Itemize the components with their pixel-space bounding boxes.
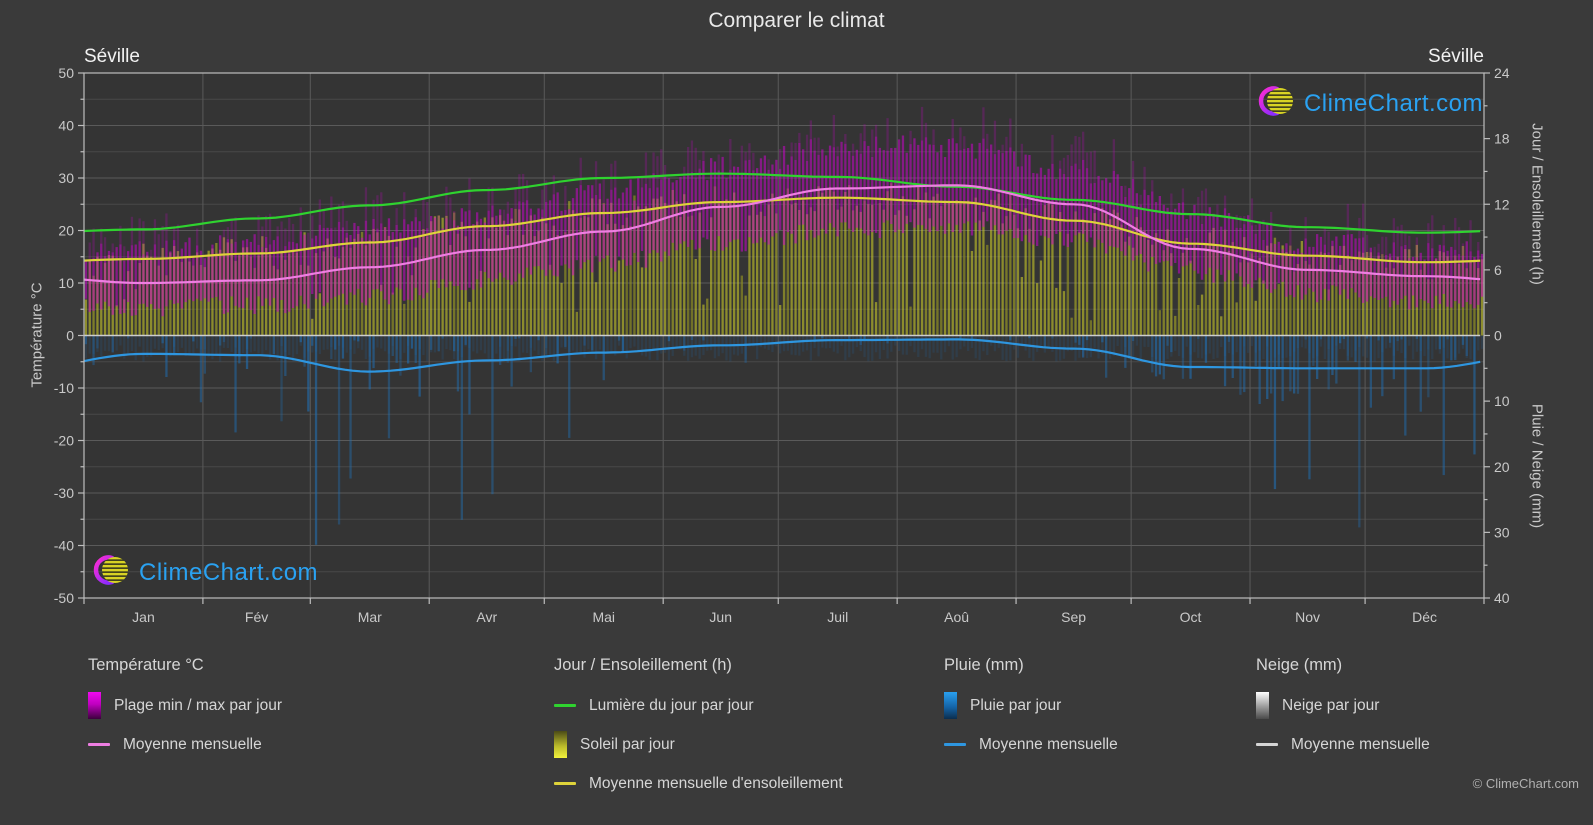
svg-text:Fév: Fév — [245, 609, 268, 625]
temperature-axis-title: Température °C — [28, 282, 46, 388]
legend-item-label: Neige par jour — [1282, 696, 1380, 714]
legend-group-title: Neige (mm) — [1256, 656, 1343, 674]
sunshine-mean-line-icon — [554, 782, 576, 785]
svg-text:Aoû: Aoû — [944, 609, 969, 625]
legend-group-rain: Pluie (mm) Pluie par jour Moyenne mensue… — [944, 650, 1118, 764]
legend-item: Soleil par jour — [554, 725, 843, 764]
legend-item-label: Moyenne mensuelle — [1291, 735, 1430, 753]
climechart-watermark-bottom: ClimeChart.com — [88, 549, 318, 596]
legend-group-snow: Neige (mm) Neige par jour Moyenne mensue… — [1256, 650, 1430, 764]
sunshine-bars-swatch-icon — [554, 731, 567, 758]
climechart-watermark-top: ClimeChart.com — [1253, 80, 1483, 127]
legend-item: Pluie par jour — [944, 686, 1118, 725]
climechart-watermark-text: ClimeChart.com — [139, 558, 319, 586]
svg-text:30: 30 — [1494, 524, 1510, 540]
legend-item-label: Moyenne mensuelle — [979, 735, 1118, 753]
svg-text:10: 10 — [58, 275, 74, 291]
svg-text:24: 24 — [1494, 65, 1510, 81]
legend-item: Lumière du jour par jour — [554, 686, 843, 725]
precip-axis-title: Pluie / Neige (mm) — [1528, 403, 1546, 529]
legend-item-label: Lumière du jour par jour — [589, 696, 754, 714]
svg-text:Déc: Déc — [1412, 609, 1437, 625]
svg-text:0: 0 — [1494, 328, 1502, 344]
svg-text:Avr: Avr — [476, 609, 497, 625]
rain-mean-line-icon — [944, 743, 966, 746]
temp-mean-line-icon — [88, 743, 110, 746]
page-title: Comparer le climat — [708, 9, 885, 32]
svg-text:6: 6 — [1494, 262, 1502, 278]
legend-item: Plage min / max par jour — [88, 686, 282, 725]
svg-text:10: 10 — [1494, 393, 1510, 409]
svg-text:Jun: Jun — [709, 609, 732, 625]
svg-text:-50: -50 — [54, 590, 74, 606]
legend-item-label: Soleil par jour — [580, 735, 675, 753]
legend-item-label: Moyenne mensuelle — [123, 735, 262, 753]
climechart-logo-icon — [1253, 80, 1295, 127]
sun-axis-title: Jour / Ensoleillement (h) — [1528, 123, 1546, 285]
svg-text:20: 20 — [1494, 459, 1510, 475]
svg-text:20: 20 — [58, 223, 74, 239]
copyright-note: © ClimeChart.com — [1472, 776, 1579, 791]
snow-mean-line-icon — [1256, 743, 1278, 746]
svg-text:-30: -30 — [54, 485, 74, 501]
svg-text:-20: -20 — [54, 433, 74, 449]
temp-range-swatch-icon — [88, 692, 101, 719]
svg-text:Juil: Juil — [827, 609, 848, 625]
svg-text:40: 40 — [58, 118, 74, 134]
snow-bars-swatch-icon — [1256, 692, 1269, 719]
svg-text:Mai: Mai — [592, 609, 615, 625]
legend-group-title: Pluie (mm) — [944, 656, 1024, 674]
svg-text:Oct: Oct — [1180, 609, 1202, 625]
svg-text:-40: -40 — [54, 538, 74, 554]
legend-item-label: Moyenne mensuelle d'ensoleillement — [589, 774, 843, 792]
station-label-right: Séville — [1428, 46, 1484, 67]
svg-text:0: 0 — [66, 328, 74, 344]
legend-group-title: Température °C — [88, 656, 204, 674]
svg-text:30: 30 — [58, 170, 74, 186]
legend-group-temperature: Température °C Plage min / max par jour … — [88, 650, 282, 764]
svg-text:50: 50 — [58, 65, 74, 81]
legend-item: Moyenne mensuelle d'ensoleillement — [554, 764, 843, 803]
legend-item-label: Pluie par jour — [970, 696, 1062, 714]
legend-item: Neige par jour — [1256, 686, 1430, 725]
daylight-line-icon — [554, 704, 576, 707]
legend-item: Moyenne mensuelle — [88, 725, 282, 764]
station-label-left: Séville — [84, 46, 140, 67]
legend-group-title: Jour / Ensoleillement (h) — [554, 656, 732, 674]
legend-item-label: Plage min / max par jour — [114, 696, 282, 714]
svg-text:40: 40 — [1494, 590, 1510, 606]
svg-text:-10: -10 — [54, 380, 74, 396]
svg-text:Sep: Sep — [1061, 609, 1086, 625]
svg-text:12: 12 — [1494, 196, 1510, 212]
svg-text:Jan: Jan — [132, 609, 155, 625]
svg-text:Mar: Mar — [358, 609, 382, 625]
rain-bars-swatch-icon — [944, 692, 957, 719]
svg-text:18: 18 — [1494, 131, 1510, 147]
legend-item: Moyenne mensuelle — [944, 725, 1118, 764]
climechart-logo-icon — [88, 549, 130, 596]
climechart-watermark-text: ClimeChart.com — [1303, 89, 1483, 117]
legend-group-sun: Jour / Ensoleillement (h) Lumière du jou… — [554, 650, 843, 803]
legend-item: Moyenne mensuelle — [1256, 725, 1430, 764]
legend: Température °C Plage min / max par jour … — [0, 650, 1593, 810]
svg-text:Nov: Nov — [1295, 609, 1320, 625]
